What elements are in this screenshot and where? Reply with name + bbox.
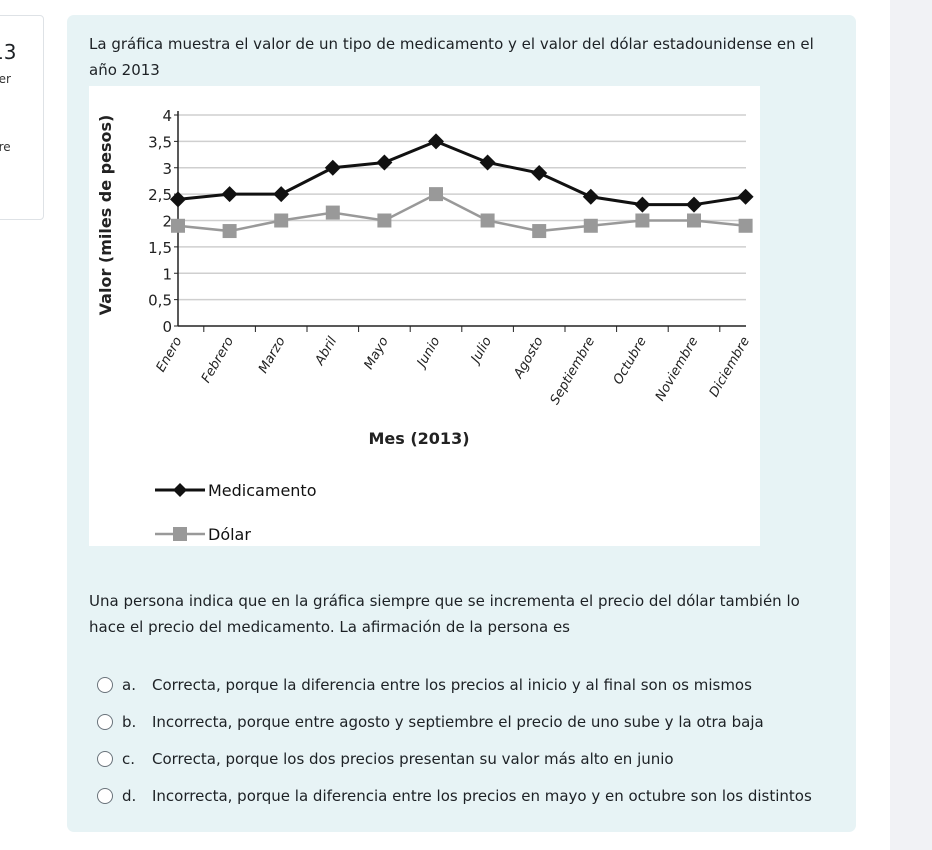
y-tick-label: 3,5 bbox=[148, 133, 172, 151]
legend-label: Dólar bbox=[208, 525, 251, 544]
option-a[interactable]: a. Correcta, porque la diferencia entre l… bbox=[97, 666, 812, 703]
previous-question-card: 13 der bre bbox=[0, 15, 44, 220]
y-tick-label: 0 bbox=[162, 318, 172, 336]
x-tick-label: Mayo bbox=[361, 334, 391, 372]
option-text: Correcta, porque los dos precios present… bbox=[152, 749, 674, 768]
y-tick-label: 1,5 bbox=[148, 239, 172, 257]
radio-button[interactable] bbox=[97, 713, 113, 730]
option-text: Correcta, porque la diferencia entre los… bbox=[152, 675, 752, 694]
x-tick-label: Enero bbox=[154, 334, 186, 374]
option-letter: b. bbox=[122, 712, 137, 731]
data-point-marker bbox=[377, 213, 392, 228]
option-text: Incorrecta, porque la diferencia entre l… bbox=[152, 786, 812, 805]
data-point-marker bbox=[222, 224, 237, 239]
y-tick-label: 3 bbox=[162, 160, 172, 178]
x-tick-label: Abril bbox=[312, 334, 341, 368]
question-number: 13 bbox=[0, 40, 17, 64]
x-axis-label: Mes (2013) bbox=[368, 429, 469, 448]
data-point-marker bbox=[273, 186, 290, 203]
option-b[interactable]: b. Incorrecta, porque entre agosto y sept… bbox=[97, 703, 812, 740]
data-point-marker bbox=[634, 196, 651, 213]
left-panel-text: bre bbox=[0, 140, 11, 154]
data-point-marker bbox=[583, 218, 598, 233]
radio-button[interactable] bbox=[97, 750, 113, 767]
option-letter: c. bbox=[122, 749, 136, 768]
data-point-marker bbox=[479, 154, 496, 171]
data-point-marker bbox=[738, 218, 753, 233]
data-point-marker bbox=[428, 133, 444, 150]
data-point-marker bbox=[480, 213, 495, 228]
option-letter: d. bbox=[122, 786, 137, 805]
chart-svg: 0 0,5 1 1,5 2 2,5 3 3,5 4 Enero Febrero Marzo Abril M… bbox=[96, 107, 772, 544]
option-text: Incorrecta, porque entre agosto y septie… bbox=[152, 712, 764, 731]
y-tick-label: 2 bbox=[162, 213, 172, 231]
x-tick-label: Diciembre bbox=[707, 335, 753, 400]
radio-button[interactable] bbox=[97, 787, 113, 804]
option-letter: a. bbox=[122, 675, 136, 694]
x-tick-label: Agosto bbox=[511, 334, 547, 381]
right-sidebar bbox=[890, 0, 932, 850]
radio-button[interactable] bbox=[97, 676, 113, 693]
data-point-marker bbox=[324, 159, 341, 176]
left-panel-text: der bbox=[0, 72, 11, 86]
y-tick-label: 2,5 bbox=[148, 186, 172, 204]
data-point-marker bbox=[686, 196, 702, 213]
x-tick-label: Febrero bbox=[199, 334, 237, 385]
series-line-medicamento bbox=[177, 139, 746, 207]
series-line-dólar bbox=[177, 192, 746, 233]
legend-marker bbox=[173, 483, 187, 497]
x-tick-label: Octubre bbox=[611, 334, 650, 387]
data-point-marker bbox=[325, 205, 340, 220]
data-point-marker bbox=[221, 186, 238, 203]
legend-label: Medicamento bbox=[208, 481, 316, 500]
data-point-marker bbox=[170, 191, 186, 208]
question-prompt: Una persona indica que en la gráfica sie… bbox=[89, 592, 800, 636]
data-point-marker bbox=[171, 218, 185, 233]
x-tick-label: Noviembre bbox=[653, 335, 702, 404]
x-tick-label: Julio bbox=[467, 334, 495, 368]
line-chart: 0 0,5 1 1,5 2 2,5 3 3,5 4 Enero Febrero Marzo Abril M… bbox=[89, 86, 772, 546]
question-intro: La gráfica muestra el valor de un tipo d… bbox=[89, 35, 814, 79]
question-card: La gráfica muestra el valor de un tipo d… bbox=[67, 15, 856, 832]
x-tick-label: Junio bbox=[413, 334, 443, 372]
answer-options: a. Correcta, porque la diferencia entre l… bbox=[97, 666, 812, 814]
data-point-marker bbox=[635, 213, 650, 228]
data-point-marker bbox=[531, 165, 548, 182]
option-d[interactable]: d. Incorrecta, porque la diferencia entre… bbox=[97, 777, 812, 814]
data-point-marker bbox=[687, 213, 701, 228]
data-point-marker bbox=[376, 154, 393, 171]
x-tick-label: Marzo bbox=[256, 334, 289, 376]
data-point-marker bbox=[274, 213, 289, 228]
x-tick-label: Septiembre bbox=[548, 334, 599, 407]
y-axis-label: Valor (miles de pesos) bbox=[96, 115, 115, 316]
y-tick-label: 0,5 bbox=[148, 292, 172, 310]
data-point-marker bbox=[737, 188, 754, 205]
y-tick-label: 1 bbox=[162, 265, 172, 283]
data-point-marker bbox=[429, 187, 443, 202]
legend-marker bbox=[173, 527, 187, 541]
y-tick-label: 4 bbox=[162, 107, 172, 125]
data-point-marker bbox=[582, 188, 599, 205]
option-c[interactable]: c. Correcta, porque los dos precios prese… bbox=[97, 740, 812, 777]
data-point-marker bbox=[532, 224, 547, 239]
